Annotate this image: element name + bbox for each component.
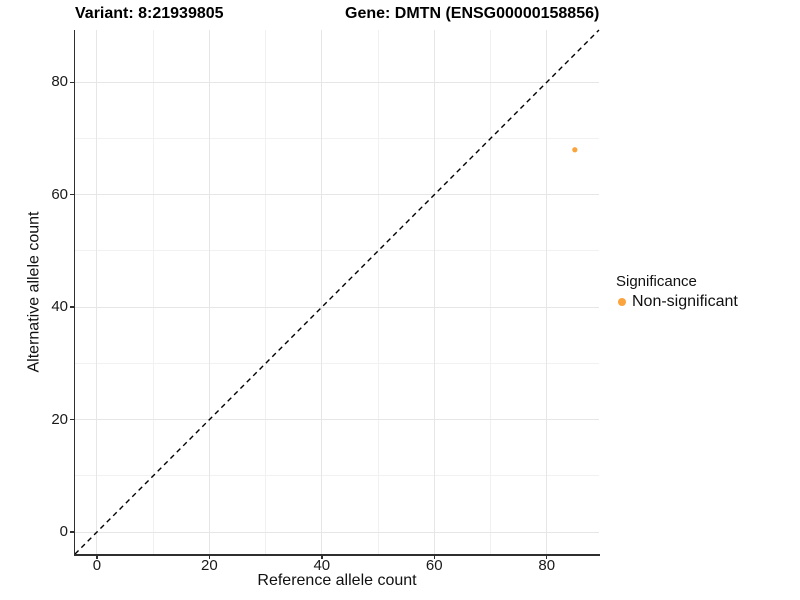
y-tick-label: 60 bbox=[51, 185, 68, 203]
legend-title: Significance bbox=[616, 273, 697, 290]
y-tick-mark bbox=[69, 418, 75, 421]
gridline-y-major bbox=[75, 419, 599, 421]
gridline-y-minor bbox=[75, 250, 599, 252]
gridline-x-major bbox=[433, 30, 435, 554]
x-axis-title: Reference allele count bbox=[257, 572, 417, 589]
gridline-x-minor bbox=[377, 30, 379, 554]
gridline-x-major bbox=[208, 30, 210, 554]
y-tick-label: 80 bbox=[51, 73, 68, 91]
x-tick-mark bbox=[208, 554, 211, 560]
gridline-x-minor bbox=[265, 30, 267, 554]
y-tick-mark bbox=[69, 306, 75, 308]
legend-item-label: Non-significant bbox=[632, 293, 738, 310]
x-tick-label: 0 bbox=[92, 557, 102, 574]
x-tick-mark bbox=[546, 554, 548, 560]
y-axis-line bbox=[73, 30, 76, 556]
y-tick-label: 40 bbox=[51, 298, 68, 316]
gridline-y-minor bbox=[75, 475, 599, 477]
data-point bbox=[572, 147, 578, 153]
identity-line bbox=[74, 29, 600, 555]
x-tick-mark bbox=[433, 554, 435, 560]
plot-title-gene: Gene: DMTN (ENSG00000158856) bbox=[345, 5, 600, 22]
y-tick-label: 0 bbox=[59, 523, 68, 541]
y-axis-title: Alternative allele count bbox=[25, 211, 43, 373]
x-tick-label: 60 bbox=[425, 557, 443, 574]
y-tick-mark bbox=[69, 194, 75, 196]
x-tick-mark bbox=[321, 554, 323, 560]
legend-point-icon bbox=[618, 298, 626, 306]
y-tick-mark bbox=[69, 531, 75, 533]
plot-panel bbox=[74, 29, 600, 555]
legend: Significance Non-significant bbox=[616, 273, 738, 311]
gridline-x-major bbox=[546, 30, 548, 554]
x-axis-line bbox=[73, 554, 600, 556]
plot-title-variant: Variant: 8:21939805 bbox=[75, 5, 224, 22]
legend-item-non-significant: Non-significant bbox=[616, 293, 738, 311]
plot-svg bbox=[74, 29, 600, 555]
gridline-y-major bbox=[75, 194, 599, 196]
gridline-y-major bbox=[75, 306, 599, 308]
y-tick-label: 20 bbox=[51, 410, 68, 428]
gridline-x-minor bbox=[152, 30, 154, 554]
gridline-y-major bbox=[75, 531, 599, 533]
y-tick-mark bbox=[69, 81, 75, 83]
gridline-y-minor bbox=[75, 138, 599, 139]
gridline-x-minor bbox=[489, 30, 491, 554]
gridline-y-minor bbox=[75, 362, 599, 364]
x-tick-label: 80 bbox=[538, 557, 556, 574]
x-tick-mark bbox=[96, 554, 98, 560]
gridline-x-major bbox=[321, 30, 323, 554]
gridline-x-major bbox=[96, 30, 98, 554]
x-tick-label: 20 bbox=[201, 557, 218, 574]
x-tick-label: 40 bbox=[313, 557, 331, 574]
gridline-y-major bbox=[75, 81, 599, 83]
